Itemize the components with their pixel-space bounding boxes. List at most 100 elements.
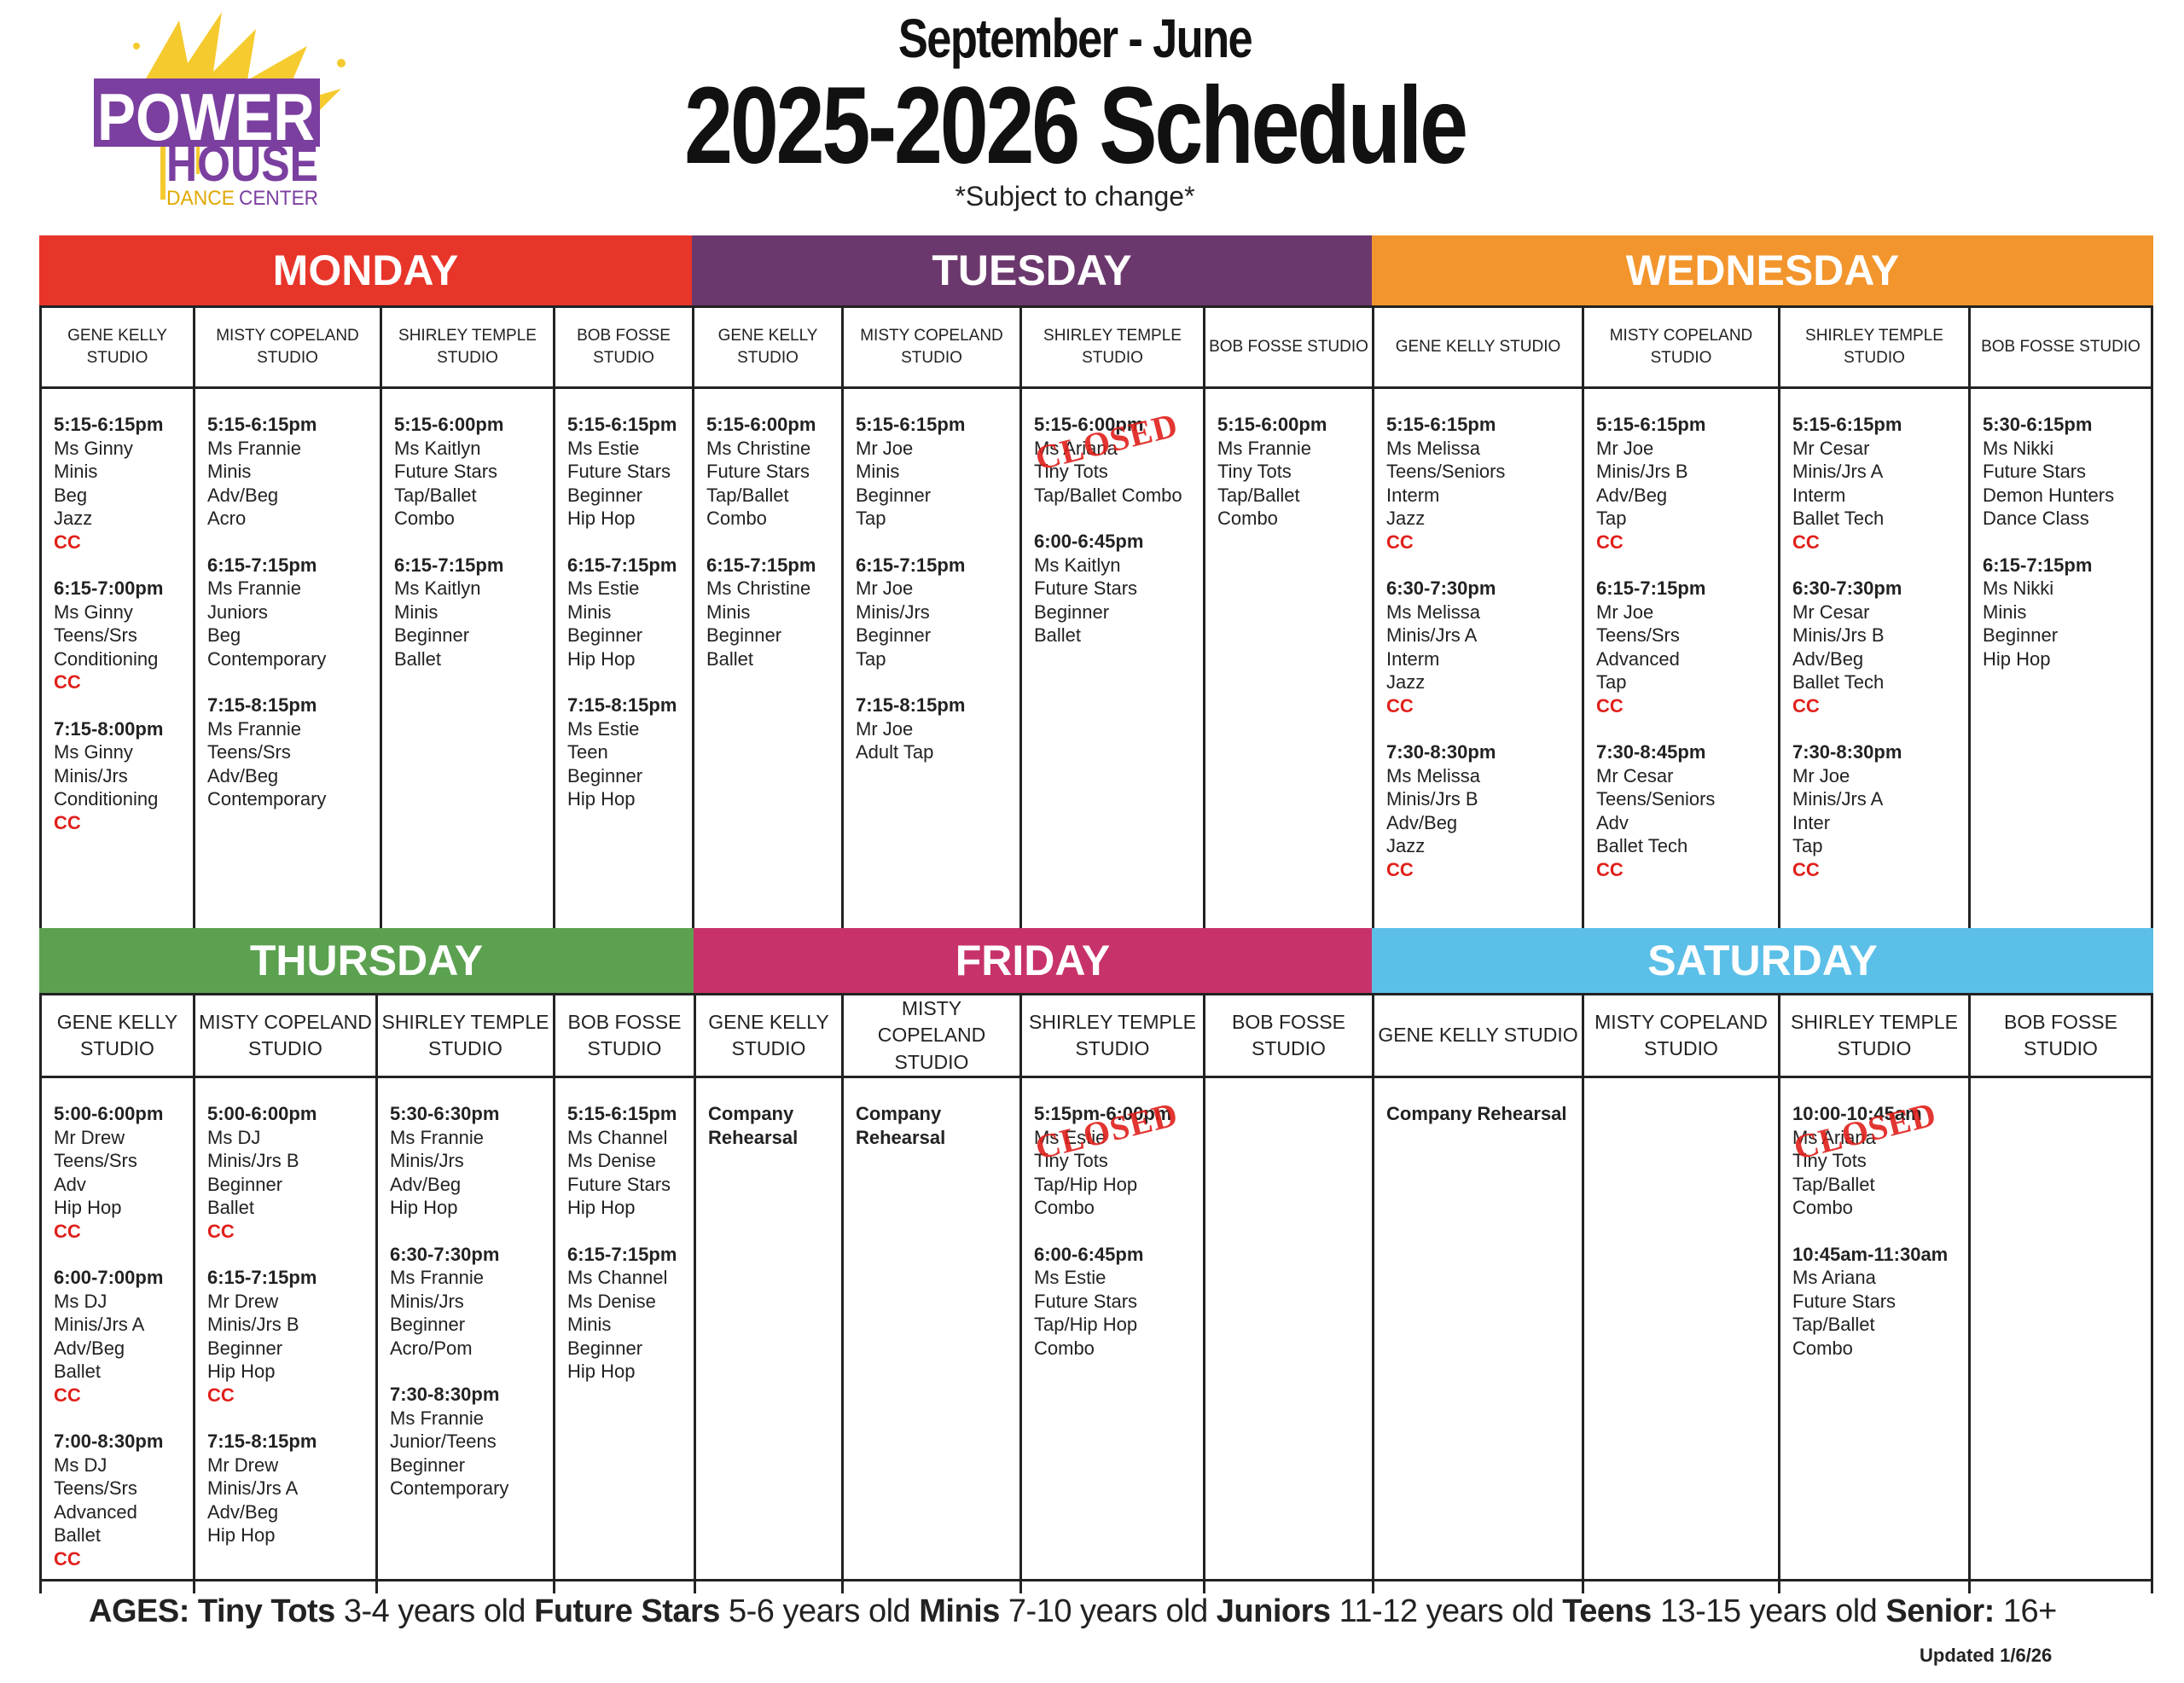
class-detail: Future Stars	[1034, 577, 1138, 599]
age-group-range: 3-4 years old	[343, 1593, 526, 1629]
class-detail: Dance Class	[1983, 508, 2089, 529]
schedule-cell: 5:15-6:15pm Ms Ginny Minis Beg Jazz CC 6:15-7:…	[39, 389, 193, 928]
class-detail: Hip Hop	[567, 508, 636, 529]
class-detail: Combo	[1792, 1197, 1853, 1218]
class-detail: Minis/Jrs B	[207, 1150, 299, 1171]
class-detail: Ballet	[54, 1361, 102, 1382]
day-header-thursday: THURSDAY	[39, 928, 694, 995]
class-detail: Mr Drew	[207, 1290, 279, 1312]
class-detail: Acro/Pom	[390, 1337, 473, 1359]
class-detail: Jazz	[54, 508, 93, 529]
class-time: 6:00-7:00pm	[54, 1267, 164, 1288]
class-detail: Minis/Jrs A	[54, 1314, 145, 1335]
schedule-grid-top: MONDAY GENE KELLY STUDIO 5:15-6:15pm Ms Gin…	[39, 235, 2153, 931]
class-time: 5:15-6:15pm	[567, 1103, 677, 1124]
class-detail: Beginner	[390, 1454, 466, 1476]
class-detail: Combo	[394, 508, 455, 529]
class-detail: Hip Hop	[567, 1197, 636, 1218]
class-block: 6:00-6:45pm Ms Estie Future Stars Tap/Hip H…	[1034, 1243, 1193, 1361]
class-detail: Beg	[207, 624, 241, 646]
cc-badge: CC	[207, 1384, 235, 1406]
class-detail: Minis/Jrs A	[1792, 461, 1884, 482]
age-group-range: 13-15 years old	[1659, 1593, 1878, 1629]
class-detail: Ms Kaitlyn	[394, 437, 481, 459]
class-detail: Advanced	[1596, 647, 1680, 670]
class-detail: Ballet	[54, 1524, 102, 1546]
class-detail: Minis/Jrs A	[1386, 624, 1478, 646]
class-block: 7:30-8:30pm Mr Joe Minis/Jrs A Inter Tap CC	[1792, 740, 1958, 881]
class-detail: Minis	[567, 1314, 612, 1335]
class-detail: Ms Ginny	[54, 601, 133, 623]
class-time: 5:15pm-6:00pm	[1034, 1103, 1172, 1124]
class-time: 5:15-6:00pm	[394, 414, 504, 435]
class-detail: Future Stars	[1983, 461, 2087, 482]
ages-label: AGES:	[89, 1593, 189, 1629]
class-detail: Hip Hop	[567, 788, 636, 810]
cc-badge: CC	[1386, 531, 1414, 553]
class-detail: Ms Frannie	[390, 1126, 485, 1148]
class-detail: Mr Cesar	[1792, 601, 1870, 623]
class-detail: Tap/Hip Hop	[1034, 1173, 1138, 1195]
class-detail: Acro	[207, 508, 247, 529]
age-group-name: Teens	[1562, 1593, 1652, 1629]
class-time: 6:15-7:15pm	[706, 554, 816, 576]
class-detail: Ms Ginny	[54, 437, 133, 459]
class-time: 7:15-8:15pm	[207, 1431, 317, 1452]
class-detail: Minis/Jrs A	[207, 1477, 299, 1499]
age-group-name: Tiny Tots	[197, 1593, 335, 1629]
class-detail: Beginner	[567, 484, 643, 506]
cc-badge: CC	[54, 531, 81, 553]
class-detail: Beginner	[856, 484, 932, 506]
class-detail: Adv/Beg	[1386, 811, 1458, 833]
studio-header: SHIRLEY TEMPLE STUDIO	[380, 308, 553, 389]
class-detail: Adv/Beg	[207, 484, 279, 506]
day-header-monday: MONDAY	[39, 235, 692, 308]
studio-header: BOB FOSSE STUDIO	[1968, 308, 2153, 389]
class-block: 10:45am-11:30am Ms Ariana Future Stars Tap/…	[1792, 1243, 1958, 1361]
class-time: 6:00-6:45pm	[1034, 531, 1144, 552]
class-time: 6:30-7:30pm	[1792, 577, 1902, 599]
day-header-friday: FRIDAY	[694, 928, 1372, 995]
schedule-cell	[1582, 1078, 1778, 1593]
class-block: 5:00-6:00pm Mr Drew Teens/Srs Adv Hip Hop CC	[54, 1102, 183, 1243]
studio-header: BOB FOSSE STUDIO	[1203, 308, 1372, 389]
class-detail: Ms Kaitlyn	[394, 577, 481, 599]
class-block: 5:15-6:00pm Ms Kaitlyn Future Stars Tap/Bal…	[394, 413, 543, 531]
class-block: 7:15-8:15pm Mr Joe Adult Tap	[856, 694, 1009, 764]
age-group-range: 11-12 years old	[1339, 1593, 1554, 1629]
class-time: 7:30-8:30pm	[1386, 741, 1496, 763]
class-block: 5:15-6:15pm Ms Channel Ms Denise Future Sta…	[567, 1102, 683, 1220]
class-detail: Minis/Jrs B	[207, 1314, 299, 1335]
class-detail: Future Stars	[567, 461, 671, 482]
class-detail: Interm	[1792, 484, 1846, 506]
class-detail: Tap/Ballet Combo	[1034, 484, 1182, 506]
class-detail: Ms Ariana	[1792, 1267, 1876, 1288]
class-detail: Hip Hop	[567, 647, 636, 670]
class-block: 6:15-7:15pm Ms Channel Ms Denise Minis Begin…	[567, 1243, 683, 1384]
cc-badge: CC	[54, 1547, 81, 1570]
class-detail: Ms Nikki	[1983, 577, 2054, 599]
studio-header: GENE KELLY STUDIO	[694, 995, 841, 1078]
class-detail: Minis	[567, 601, 612, 623]
class-detail: Ms Denise	[567, 1150, 656, 1171]
class-title: Company Rehearsal	[708, 1103, 799, 1148]
svg-text:DANCE: DANCE	[166, 187, 235, 210]
class-time: 7:30-8:30pm	[390, 1384, 500, 1405]
class-detail: Future Stars	[1792, 1290, 1896, 1312]
class-detail: Minis	[54, 461, 98, 482]
class-detail: Combo	[706, 508, 767, 529]
class-detail: Conditioning	[54, 788, 159, 810]
class-time: 6:15-7:15pm	[207, 554, 317, 576]
schedule-cell: 5:15-6:15pm Mr Joe Minis/Jrs B Adv/Beg Tap CC…	[1582, 389, 1778, 928]
schedule-cell: Company Rehearsal	[1372, 1078, 1582, 1593]
class-detail: Mr Drew	[54, 1126, 125, 1148]
class-time: 5:15-6:15pm	[856, 414, 966, 435]
class-detail: Ms Estie	[567, 717, 640, 740]
class-detail: Ms Frannie	[207, 437, 302, 459]
class-detail: Minis	[394, 601, 439, 623]
class-block: 7:15-8:15pm Mr Drew Minis/Jrs A Adv/Beg Hip …	[207, 1430, 365, 1547]
cc-badge: CC	[1596, 531, 1623, 553]
class-detail: Minis/Jrs A	[1792, 788, 1884, 810]
class-detail: Jazz	[1386, 671, 1426, 693]
class-block: 6:15-7:15pm Mr Drew Minis/Jrs B Beginner Hip…	[207, 1266, 365, 1407]
